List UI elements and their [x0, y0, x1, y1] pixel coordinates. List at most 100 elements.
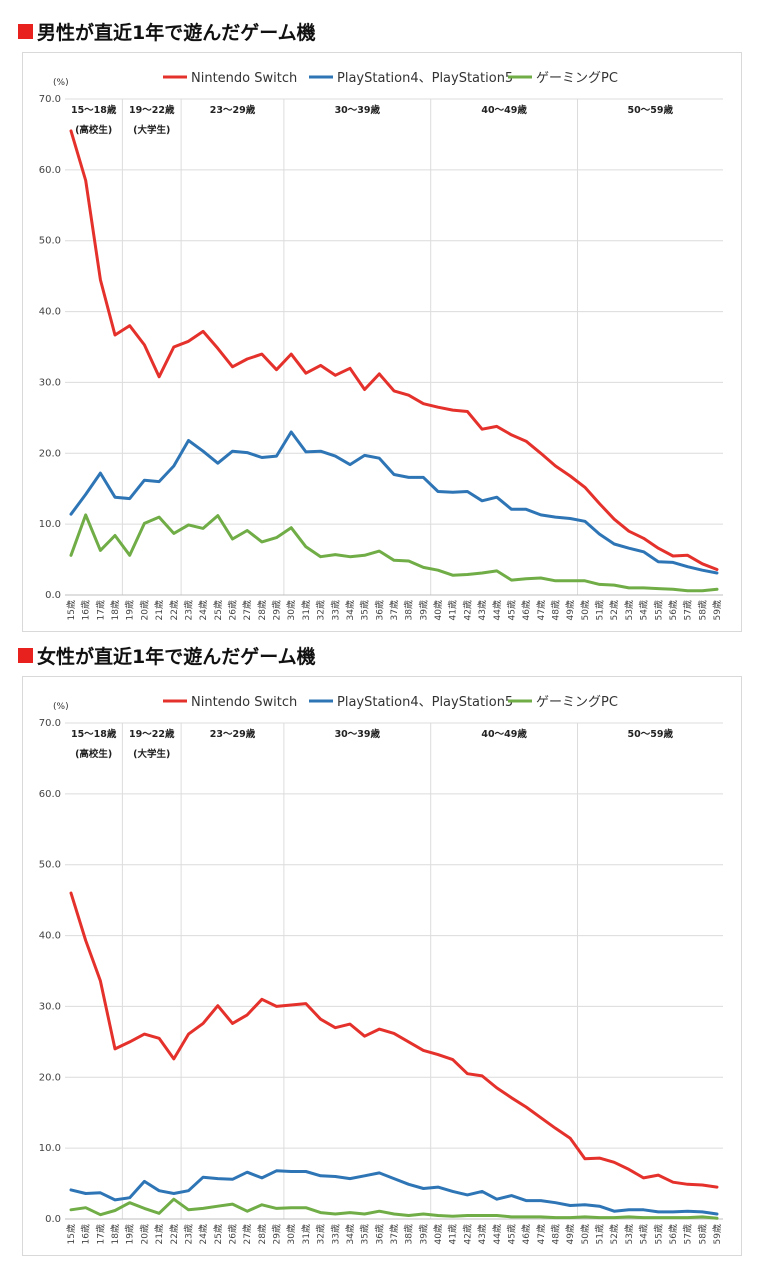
x-tick-label: 54歳: [638, 1224, 650, 1244]
y-tick-label: 10.0: [39, 1143, 61, 1154]
y-axis-unit-label: (%): [53, 702, 69, 712]
data-point-pc: [393, 559, 395, 562]
data-point-ps: [290, 1170, 293, 1173]
data-point-switch: [613, 1161, 616, 1164]
data-point-pc: [554, 579, 557, 582]
data-point-pc: [584, 579, 586, 582]
data-point-pc: [393, 1213, 395, 1215]
age-group-label: 30〜39歳: [335, 104, 381, 116]
data-point-switch: [290, 1004, 293, 1006]
data-point-ps: [686, 1210, 689, 1213]
data-point-pc: [672, 1216, 674, 1219]
y-tick-label: 40.0: [39, 931, 61, 942]
data-point-pc: [613, 1216, 616, 1219]
legend-label-switch: Nintendo Switch: [191, 695, 297, 710]
x-tick-label: 53歳: [623, 1224, 635, 1244]
data-point-switch: [363, 388, 366, 391]
data-point-pc: [378, 1210, 381, 1213]
data-point-ps: [569, 1204, 572, 1207]
x-tick-label: 47歳: [535, 600, 547, 620]
x-tick-label: 43歳: [476, 1224, 488, 1244]
data-point-switch: [642, 1177, 645, 1179]
data-point-switch: [275, 368, 278, 371]
data-point-pc: [657, 1216, 660, 1219]
x-tick-label: 17歳: [94, 600, 106, 620]
y-tick-label: 10.0: [39, 519, 61, 530]
x-tick-label: 23歳: [182, 1224, 194, 1244]
data-point-switch: [510, 434, 513, 436]
data-point-switch: [716, 1186, 718, 1188]
age-group-sublabel: (高校生): [75, 124, 112, 136]
data-point-switch: [628, 530, 630, 533]
data-point-pc: [437, 1214, 439, 1217]
data-point-pc: [716, 588, 718, 591]
data-point-switch: [554, 465, 557, 467]
chart2-section-title: 女性が直近1年で遊んだゲーム機: [18, 642, 316, 669]
x-tick-label: 54歳: [638, 600, 650, 620]
x-tick-label: 56歳: [667, 1224, 679, 1244]
data-point-pc: [246, 1210, 249, 1213]
data-point-pc: [143, 1207, 146, 1210]
data-point-ps: [158, 1189, 161, 1192]
data-point-switch: [466, 1072, 469, 1075]
data-point-switch: [539, 452, 542, 455]
data-point-ps: [216, 1177, 219, 1180]
x-tick-label: 26歳: [227, 1224, 239, 1244]
data-point-switch: [407, 394, 410, 397]
data-point-pc: [481, 572, 483, 574]
data-point-ps: [261, 456, 263, 459]
data-point-pc: [128, 1201, 131, 1204]
x-tick-label: 21歳: [153, 600, 165, 620]
x-tick-label: 30歳: [285, 1224, 297, 1244]
data-point-switch: [598, 1157, 601, 1159]
data-point-switch: [422, 402, 425, 405]
data-point-ps: [437, 1186, 439, 1188]
data-point-switch: [231, 1022, 234, 1025]
x-tick-label: 52歳: [608, 1224, 620, 1244]
data-point-switch: [202, 330, 205, 333]
age-group-label: 50〜59歳: [628, 104, 674, 116]
data-point-ps: [246, 451, 249, 454]
y-tick-label: 70.0: [39, 718, 61, 729]
data-point-ps: [378, 457, 381, 460]
data-point-switch: [305, 1002, 307, 1005]
x-tick-label: 23歳: [182, 600, 194, 620]
data-point-ps: [466, 490, 469, 493]
x-tick-label: 44歳: [491, 600, 503, 620]
x-tick-label: 49歳: [564, 600, 576, 620]
data-point-ps: [466, 1194, 469, 1196]
data-point-pc: [701, 589, 704, 592]
data-point-switch: [495, 1087, 498, 1089]
data-point-pc: [275, 1207, 278, 1210]
data-point-ps: [70, 1189, 72, 1191]
legend: Nintendo Switch PlayStation4、PlayStation5…: [163, 695, 618, 710]
y-axis-unit-label: (%): [53, 78, 69, 88]
data-point-ps: [539, 1199, 542, 1202]
data-point-pc: [407, 1214, 410, 1217]
y-tick-label: 20.0: [39, 448, 61, 459]
x-tick-label: 36歳: [373, 1224, 385, 1244]
x-tick-label: 34歳: [344, 1224, 356, 1244]
x-tick-label: 25歳: [212, 600, 224, 620]
x-tick-label: 37歳: [388, 1224, 400, 1244]
data-point-pc: [407, 560, 410, 562]
x-tick-label: 20歳: [138, 1224, 150, 1244]
data-point-ps: [393, 473, 395, 476]
data-point-pc: [481, 1214, 483, 1217]
data-point-switch: [114, 334, 116, 336]
data-point-switch: [422, 1049, 425, 1052]
chart2-panel: Nintendo Switch PlayStation4、PlayStation5…: [22, 676, 742, 1256]
data-point-switch: [349, 1023, 351, 1025]
chart1-panel: Nintendo Switch PlayStation4、PlayStation5…: [22, 52, 742, 632]
data-point-pc: [598, 1216, 601, 1219]
data-point-switch: [378, 373, 381, 375]
data-point-pc: [554, 1216, 557, 1219]
data-point-switch: [525, 440, 527, 443]
x-tick-label: 36歳: [373, 600, 385, 620]
x-tick-label: 15歳: [65, 600, 77, 620]
data-point-pc: [349, 1211, 351, 1214]
x-tick-label: 51歳: [594, 1224, 606, 1244]
data-point-ps: [187, 439, 190, 442]
data-point-ps: [628, 547, 630, 550]
x-tick-label: 28歳: [256, 600, 268, 620]
